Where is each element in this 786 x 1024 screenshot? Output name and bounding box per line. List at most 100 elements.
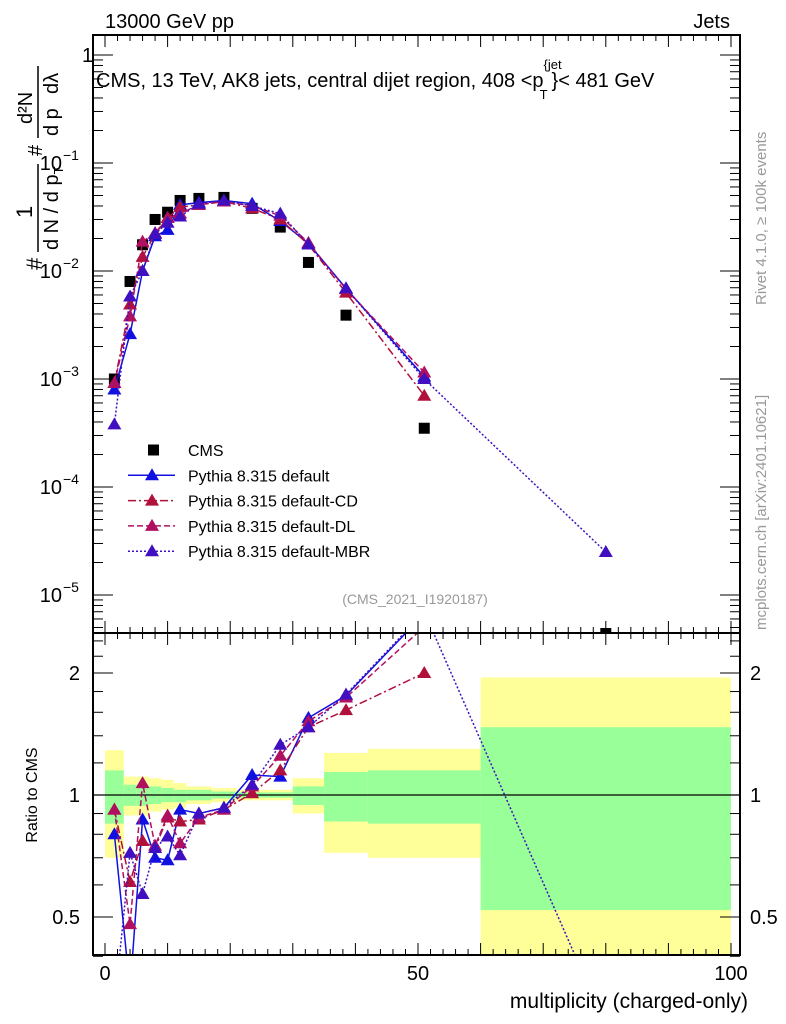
analysis-watermark: (CMS_2021_I1920187) [342,591,488,607]
ratio-y-tick-label: 0.5 [52,907,80,929]
ratio-point [245,786,260,799]
ratio-point [417,607,431,619]
y-label-den2: d p [41,108,63,136]
data-point [173,209,188,222]
legend-entry: Pythia 8.315 default-CD [128,493,358,511]
data-point [123,309,138,322]
ratio-point [173,802,188,815]
ratio-point [107,1000,121,1012]
y-tick-label: 10 [40,369,62,391]
data-point [135,264,150,276]
legend-label: CMS [188,443,224,460]
data-point [149,213,161,225]
y-tick-label: 1 [82,45,93,67]
plot-title: CMS, 13 TeV, AK8 jets, central dijet reg… [96,57,655,102]
ratio-y-tick-label: 1 [69,785,80,807]
ratio-y-label: Ratio to CMS [24,747,41,842]
ratio-point [273,737,288,750]
ratio-frame [92,632,741,956]
data-point [148,227,163,240]
y-tick-exponent: −5 [63,579,79,595]
ratio-point [173,848,188,861]
data-point [216,193,231,206]
band-green [292,786,325,805]
x-tick-label: 50 [407,963,429,985]
ratio-line [118,633,576,955]
ratio-point [339,687,354,700]
data-point [274,221,286,233]
legend-label: Pythia 8.315 default-CD [188,494,358,511]
data-point [123,327,138,340]
x-axis-label: multiplicity (charged-only) [510,990,748,1013]
ratio-point [123,983,137,995]
y-tick-exponent: −3 [63,363,79,379]
data-point [191,196,206,209]
ratio-point [339,703,354,716]
data-point [124,275,136,287]
data-point [340,309,352,321]
ratio-pythia-8-315-default-mbr [107,633,613,1024]
band-green [480,727,731,911]
ratio-point [599,1018,613,1024]
ratio-y-tick-label-right: 1 [750,785,761,807]
ratio-series [107,607,613,1024]
data-point [123,297,138,310]
data-point [273,206,288,219]
ratio-point [123,917,138,930]
ratio-point [417,666,432,678]
ratio-point [273,769,288,782]
data-point [598,545,613,558]
ratio-point [417,620,431,632]
legend: CMS Pythia 8.315 default Pythia 8.315 defa… [128,443,370,561]
ratio-point [107,802,122,815]
x-tick-label: 0 [99,963,110,985]
data-point [339,281,354,294]
ratio-point [245,777,260,790]
ratio-point [216,800,231,813]
data-point [417,372,432,384]
y-tick-exponent: −2 [63,255,79,271]
y-label-num2: d²N [15,92,37,124]
data-point [160,222,175,235]
data-point [123,289,138,302]
mcplots-label: mcplots.cern.ch [arXiv:2401.10621] [753,395,770,630]
y-axis-label: # 1 d N / d pT # d²N d p dλ [12,66,66,270]
data-point [107,375,122,388]
y-label-hash: # [22,257,47,270]
main-series [107,191,613,633]
data-point [417,388,432,401]
legend-entry: Pythia 8.315 default-DL [128,518,355,536]
data-point [301,237,316,250]
legend-entry: Pythia 8.315 default-MBR [128,544,370,561]
legend-marker [145,544,159,557]
ratio-point [301,720,316,733]
ratio-point [107,827,122,840]
data-point [245,198,260,211]
data-point [173,200,188,213]
ratio-y-tick-label-right: 2 [750,663,761,685]
ratio-y-tick-label: 2 [69,663,80,685]
band-green [173,789,187,803]
ratio-point [123,845,138,858]
ratio-point [245,768,260,781]
y-label-hash2: # [25,144,47,156]
y-tick-label: 10 [40,153,62,175]
rivet-label: Rivet 4.1.0, ≥ 100k events [753,132,770,305]
legend-marker [145,518,159,531]
ratio-point [173,814,188,827]
ratio-point [160,808,175,821]
data-point [418,422,430,434]
ratio-point [135,776,150,789]
series-pythia-8-315-default-mbr [107,193,613,558]
series-line [113,200,425,397]
series-pythia-8-315-default-cd [107,194,432,401]
y-tick-label: 10 [40,585,62,607]
data-point [160,215,175,228]
ratio-point [173,836,188,849]
ratio-point [160,829,175,842]
legend-label: Pythia 8.315 default-DL [188,519,355,536]
ratio-point [191,806,206,819]
legend-entry: Pythia 8.315 default [128,468,330,485]
